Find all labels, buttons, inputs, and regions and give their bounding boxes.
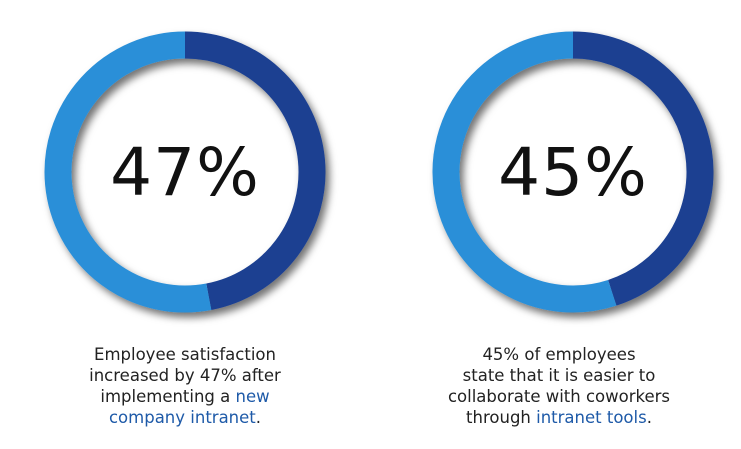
caption-text: implementing a bbox=[100, 387, 236, 406]
caption-line: 45% of employees bbox=[374, 344, 741, 365]
donut-slice-remainder bbox=[44, 31, 212, 313]
donut-slice-remainder bbox=[432, 31, 617, 313]
donut-figure-left: 47% Employee satisfaction increased by 47… bbox=[0, 0, 370, 449]
caption-text: Employee satisfaction bbox=[94, 345, 276, 364]
caption-text: . bbox=[646, 408, 652, 427]
caption-text: increased by 47% after bbox=[89, 366, 281, 385]
caption-line: through intranet tools. bbox=[374, 407, 741, 428]
donut-figure-right: 45% 45% of employees state that it is eas… bbox=[370, 0, 740, 449]
donut-chart-left: 47% bbox=[44, 31, 326, 313]
percentage-value-right: 45% bbox=[498, 134, 648, 211]
caption-link[interactable]: new bbox=[235, 387, 270, 406]
caption-line: implementing a new bbox=[0, 386, 370, 407]
donut-slice-primary bbox=[184, 31, 326, 311]
caption-text: 45% of employees bbox=[482, 345, 636, 364]
caption-line: Employee satisfaction bbox=[0, 344, 370, 365]
percentage-value-left: 47% bbox=[110, 134, 260, 211]
caption-link[interactable]: company intranet bbox=[108, 408, 256, 427]
caption-line: increased by 47% after bbox=[0, 365, 370, 386]
caption-text: through bbox=[466, 408, 537, 427]
caption-line: collaborate with coworkers bbox=[374, 386, 741, 407]
caption-text: collaborate with coworkers bbox=[447, 387, 671, 406]
caption-left: Employee satisfaction increased by 47% af… bbox=[0, 344, 370, 428]
donut-chart-right: 45% bbox=[432, 31, 714, 313]
caption-text: state that it is easier to bbox=[462, 366, 656, 385]
donut-ring-left bbox=[44, 31, 326, 313]
caption-link[interactable]: intranet tools bbox=[536, 408, 647, 427]
caption-line: company intranet. bbox=[0, 407, 370, 428]
caption-text: . bbox=[255, 408, 262, 427]
caption-line: state that it is easier to bbox=[374, 365, 741, 386]
caption-right: 45% of employees state that it is easier … bbox=[374, 344, 741, 428]
donut-ring-right bbox=[432, 31, 714, 313]
donut-slice-primary bbox=[572, 31, 714, 306]
